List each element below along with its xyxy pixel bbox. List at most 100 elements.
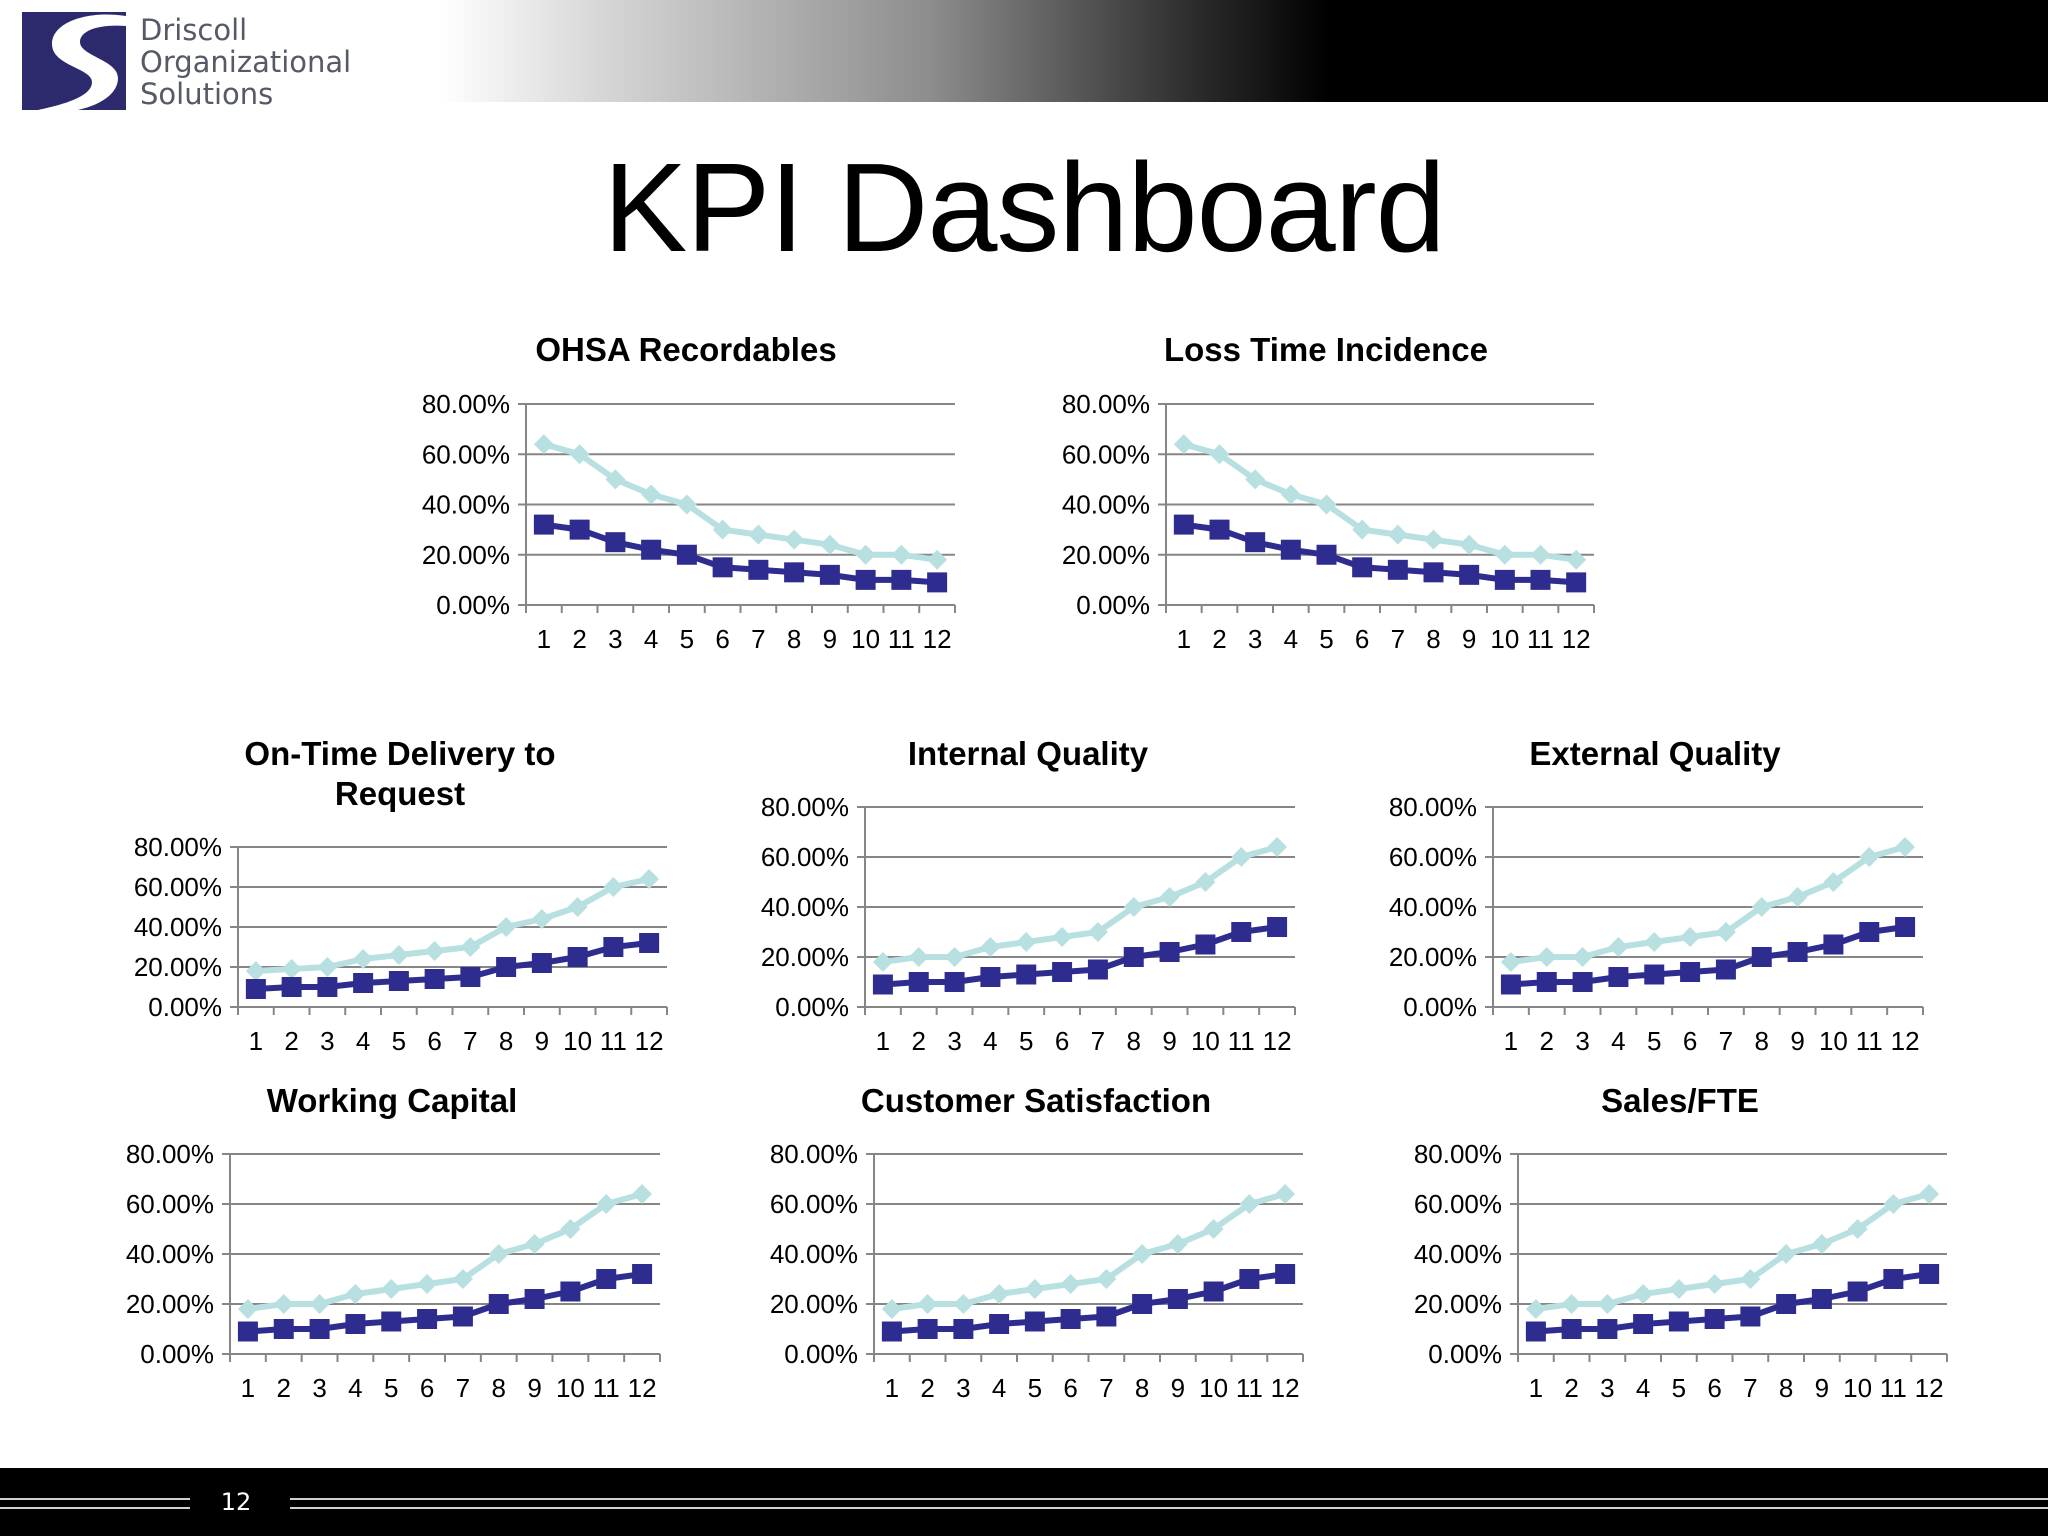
- data-point-square: [345, 1314, 366, 1334]
- footer-rule-right: [290, 1498, 2048, 1509]
- series-line-diamond: [1182, 441, 1577, 563]
- data-point-diamond: [855, 544, 876, 565]
- data-point-diamond: [1052, 927, 1073, 947]
- chart-0: OHSA Recordables 0.00% 20.00% 40.00% 60.00% 8…: [422, 331, 956, 654]
- y-tick-label: 0.00%: [1428, 1339, 1502, 1369]
- data-point-square: [632, 1264, 653, 1284]
- data-point-diamond: [424, 941, 445, 961]
- y-tick-label: 0.00%: [1076, 590, 1150, 620]
- data-point-square: [639, 933, 660, 953]
- x-tick-label: 4: [1611, 1026, 1625, 1056]
- data-point-square: [1016, 964, 1037, 985]
- data-point-diamond: [524, 1234, 545, 1254]
- data-point-diamond: [1132, 1244, 1153, 1264]
- x-tick-label: 11: [1880, 1373, 1907, 1403]
- chart-title: Internal Quality: [908, 735, 1149, 772]
- x-tick-label: 4: [1284, 624, 1298, 654]
- x-tick-label: 12: [1915, 1373, 1944, 1403]
- x-tick-label: 5: [384, 1373, 398, 1403]
- data-point-diamond: [1459, 534, 1480, 555]
- data-point-square: [603, 937, 624, 957]
- data-point-square: [1275, 1264, 1296, 1284]
- data-point-diamond: [641, 484, 662, 505]
- x-tick-label: 7: [463, 1026, 477, 1056]
- data-point-square: [1052, 962, 1073, 982]
- chart-title: Sales/FTE: [1601, 1082, 1759, 1119]
- data-point-square: [1459, 564, 1480, 585]
- x-tick-label: 11: [1527, 624, 1554, 654]
- data-point-square: [1280, 539, 1301, 560]
- x-tick-label: 2: [284, 1026, 298, 1056]
- data-point-square: [1123, 947, 1144, 967]
- data-point-square: [273, 1319, 294, 1339]
- x-tick-label: 1: [241, 1373, 255, 1403]
- data-point-diamond: [1787, 887, 1808, 907]
- x-tick-label: 7: [1391, 624, 1405, 654]
- chart-5: Working Capital 0.00% 20.00% 40.00% 60.00% 80…: [126, 1082, 661, 1403]
- x-tick-label: 2: [1540, 1026, 1554, 1056]
- data-point-square: [1096, 1306, 1117, 1327]
- data-point-diamond: [1280, 484, 1301, 505]
- data-point-square: [605, 532, 626, 553]
- y-tick-label: 20.00%: [1062, 540, 1150, 570]
- y-tick-label: 60.00%: [1414, 1189, 1502, 1219]
- data-point-square: [381, 1311, 402, 1332]
- data-point-diamond: [1352, 519, 1373, 540]
- data-point-square: [1167, 1289, 1188, 1309]
- x-tick-label: 12: [923, 624, 952, 654]
- data-point-square: [748, 559, 769, 580]
- data-point-diamond: [1173, 434, 1194, 455]
- data-point-square: [1352, 557, 1373, 578]
- data-point-diamond: [1740, 1269, 1761, 1289]
- y-tick-label: 40.00%: [126, 1239, 214, 1269]
- x-tick-label: 8: [1426, 624, 1440, 654]
- x-tick-label: 4: [983, 1026, 997, 1056]
- data-point-diamond: [567, 897, 588, 917]
- y-tick-label: 80.00%: [422, 389, 510, 419]
- data-point-square: [567, 947, 588, 967]
- x-tick-label: 7: [1091, 1026, 1105, 1056]
- data-point-diamond: [460, 937, 481, 957]
- data-point-diamond: [1530, 544, 1551, 565]
- x-tick-label: 1: [1504, 1026, 1518, 1056]
- x-tick-label: 3: [1600, 1373, 1614, 1403]
- data-point-diamond: [908, 947, 929, 967]
- x-tick-label: 3: [312, 1373, 326, 1403]
- data-point-square: [496, 957, 517, 977]
- y-tick-label: 60.00%: [422, 439, 510, 469]
- x-tick-label: 6: [1683, 1026, 1697, 1056]
- data-point-diamond: [632, 1184, 653, 1204]
- x-tick-label: 6: [1355, 624, 1369, 654]
- x-tick-label: 8: [1755, 1026, 1769, 1056]
- data-point-square: [1751, 947, 1772, 967]
- data-point-square: [1173, 514, 1194, 535]
- y-tick-label: 20.00%: [126, 1289, 214, 1319]
- y-tick-label: 20.00%: [422, 540, 510, 570]
- data-point-square: [1316, 544, 1337, 565]
- y-tick-label: 0.00%: [148, 992, 222, 1022]
- x-tick-label: 4: [1636, 1373, 1650, 1403]
- data-point-diamond: [1572, 947, 1593, 967]
- data-point-square: [1859, 922, 1880, 942]
- data-point-square: [676, 544, 697, 565]
- data-point-diamond: [881, 1299, 902, 1319]
- x-tick-label: 8: [1779, 1373, 1793, 1403]
- chart-title: External Quality: [1529, 735, 1781, 772]
- data-point-diamond: [1566, 549, 1587, 570]
- data-point-diamond: [317, 957, 338, 977]
- chart-title: Request: [335, 775, 465, 812]
- data-point-square: [245, 979, 266, 999]
- data-point-square: [1644, 964, 1665, 985]
- y-tick-label: 0.00%: [1403, 992, 1477, 1022]
- data-point-diamond: [1895, 837, 1916, 857]
- data-point-square: [855, 569, 876, 590]
- data-point-square: [460, 967, 481, 987]
- x-tick-label: 11: [888, 624, 915, 654]
- x-tick-label: 10: [556, 1373, 585, 1403]
- data-point-square: [424, 969, 445, 989]
- x-tick-label: 7: [1719, 1026, 1733, 1056]
- data-point-square: [1195, 934, 1216, 955]
- x-tick-label: 9: [1171, 1373, 1185, 1403]
- data-point-diamond: [531, 909, 552, 929]
- chart-3: Internal Quality 0.00% 20.00% 40.00% 60.00% 8…: [761, 735, 1296, 1056]
